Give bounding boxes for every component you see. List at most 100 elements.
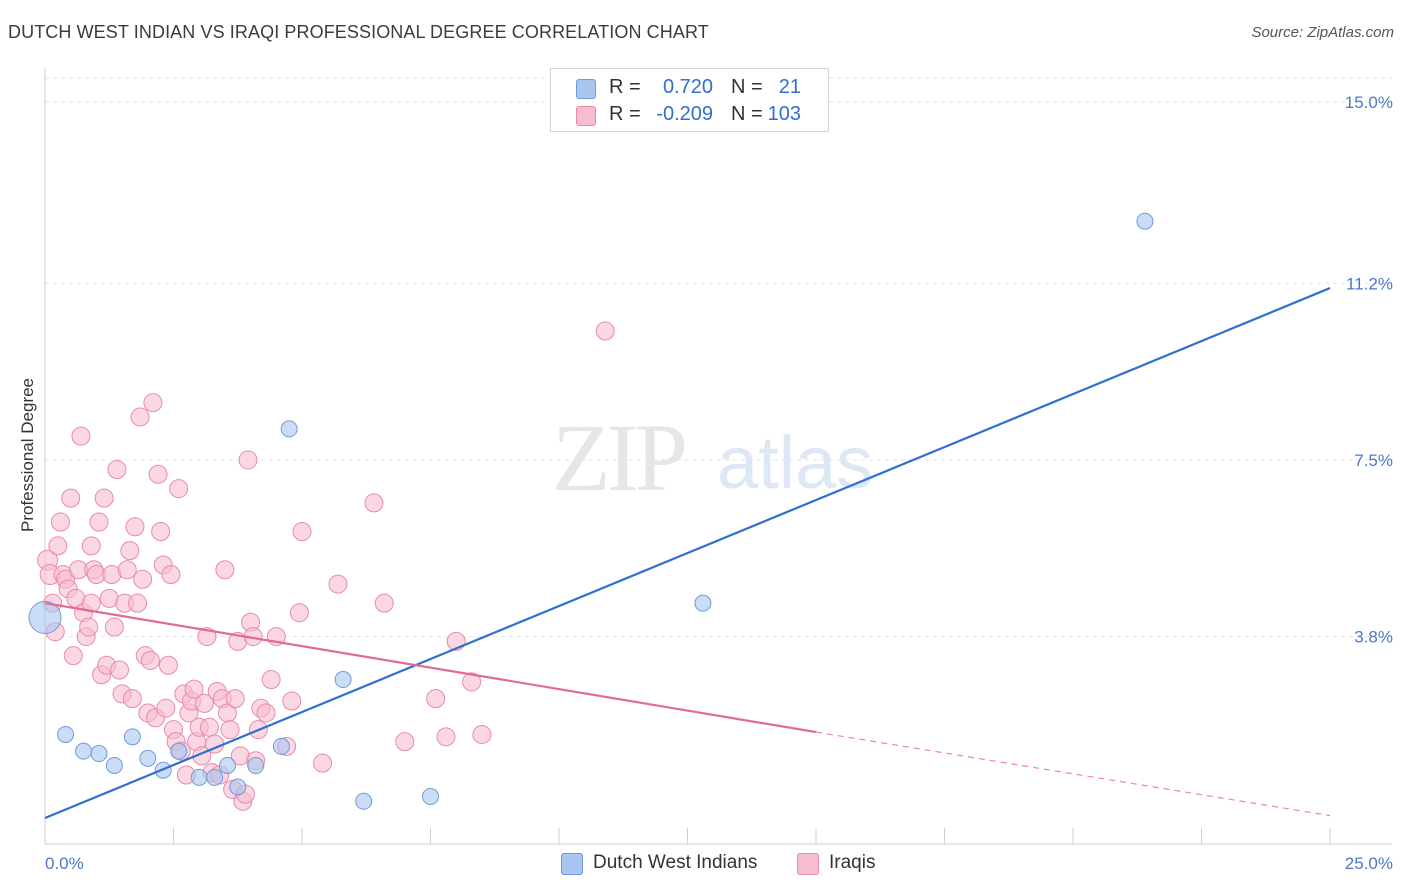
data-point — [280, 420, 298, 438]
data-point — [130, 407, 150, 427]
trend-line-iraqis-extrapolated — [815, 731, 1331, 817]
legend-r-label: R = — [609, 103, 641, 125]
data-point — [1136, 212, 1154, 230]
y-tick-label: 3.8% — [1354, 628, 1393, 647]
y-tick-labels: 3.8% 7.5% 11.2% 15.0% — [1345, 93, 1393, 647]
data-point — [194, 693, 214, 713]
trend-lines — [44, 287, 1331, 820]
data-point — [125, 517, 145, 537]
legend-n-value: 21 — [778, 76, 801, 98]
legend-r-value: 0.720 — [662, 76, 713, 98]
data-point — [107, 459, 127, 479]
data-point — [94, 488, 114, 508]
legend-n-value: 103 — [767, 103, 801, 125]
data-point — [595, 321, 615, 341]
series-name: Iraqis — [829, 852, 876, 873]
data-point — [190, 768, 208, 786]
data-point — [57, 725, 75, 743]
x-tick-labels: 0.0% 25.0% — [45, 854, 1393, 873]
y-tick-label: 11.2% — [1346, 274, 1393, 293]
data-point — [355, 792, 373, 810]
data-point — [89, 512, 109, 532]
data-point — [148, 464, 168, 484]
data-point — [139, 749, 157, 767]
data-point — [462, 672, 482, 692]
legend-swatch-blue — [576, 79, 596, 99]
data-point — [63, 646, 83, 666]
data-point — [395, 732, 415, 752]
data-point — [289, 603, 309, 623]
data-point — [199, 717, 219, 737]
data-point — [81, 536, 101, 556]
axes — [44, 68, 1392, 845]
data-point — [71, 426, 91, 446]
data-point — [48, 536, 68, 556]
trend-line-iraqis — [44, 602, 817, 734]
data-point — [50, 512, 70, 532]
data-point — [120, 541, 140, 561]
data-point — [170, 742, 188, 760]
data-point — [133, 569, 153, 589]
data-point — [313, 753, 333, 773]
x-tick-label-min: 0.0% — [45, 854, 84, 873]
data-point — [364, 493, 384, 513]
data-point — [229, 778, 247, 796]
data-point — [105, 756, 123, 774]
data-point — [238, 450, 258, 470]
data-point — [158, 655, 178, 675]
data-point — [161, 565, 181, 585]
grid-lines — [45, 77, 1392, 638]
data-point — [117, 560, 137, 580]
data-points — [28, 212, 1154, 811]
data-point — [694, 594, 712, 612]
trend-line-dutch-west-indians — [44, 287, 1331, 820]
data-point — [61, 488, 81, 508]
data-point — [261, 670, 281, 690]
legend-r-label: R = — [609, 76, 641, 98]
data-point — [292, 522, 312, 542]
data-point — [218, 756, 236, 774]
data-point — [215, 560, 235, 580]
data-point — [220, 720, 240, 740]
data-point — [272, 737, 290, 755]
data-point — [334, 671, 352, 689]
data-point — [247, 756, 265, 774]
y-tick-label: 7.5% — [1354, 451, 1393, 470]
data-point — [472, 724, 492, 744]
data-point — [81, 593, 101, 613]
legend-swatch-pink — [576, 106, 596, 126]
y-tick-label: 15.0% — [1345, 93, 1393, 112]
data-point — [128, 593, 148, 613]
data-point — [206, 768, 224, 786]
series-name: Dutch West Indians — [593, 852, 758, 873]
x-tick-label-max: 25.0% — [1345, 854, 1393, 873]
data-point — [28, 600, 62, 634]
legend-n-label: N = — [731, 76, 763, 98]
data-point — [143, 393, 163, 413]
watermark-zip: ZIP — [552, 404, 685, 511]
y-axis-label: Professional Degree — [18, 378, 37, 532]
series-swatch-pink — [797, 853, 819, 875]
data-point — [374, 593, 394, 613]
data-point — [426, 689, 446, 709]
data-point — [225, 689, 245, 709]
source-credit: Source: ZipAtlas.com — [1251, 24, 1394, 41]
legend-n-label: N = — [731, 103, 763, 125]
data-point — [90, 745, 108, 763]
data-point — [75, 742, 93, 760]
watermark-atlas: atlas — [717, 421, 873, 504]
data-point — [123, 728, 141, 746]
watermark: ZIP atlas — [552, 404, 873, 511]
data-point — [140, 650, 160, 670]
data-point — [104, 617, 124, 637]
data-point — [169, 479, 189, 499]
data-point — [110, 660, 130, 680]
legend-r-value: -0.209 — [656, 103, 713, 125]
data-point — [122, 689, 142, 709]
data-point — [184, 679, 204, 699]
data-point — [156, 698, 176, 718]
data-point — [436, 727, 456, 747]
data-point — [151, 522, 171, 542]
legend-row-dutch-west-indians: R = 0.720 N = 21 — [551, 76, 828, 100]
